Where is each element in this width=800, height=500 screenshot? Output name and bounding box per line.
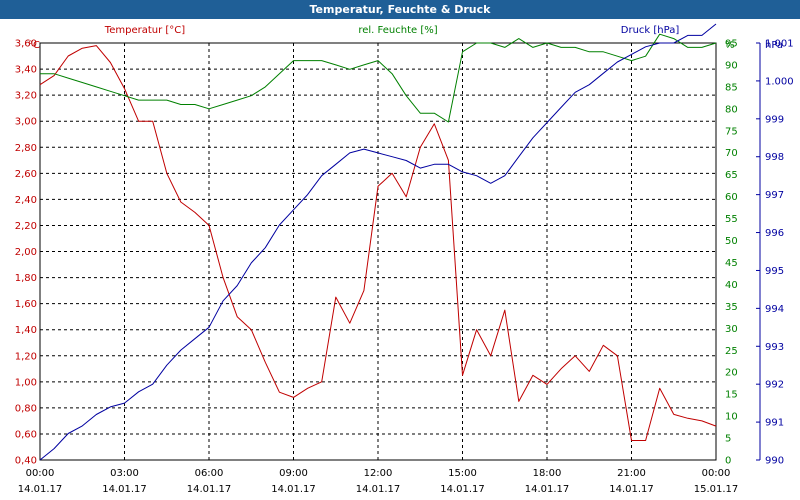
axis-middle-tick-label: 30 [725, 324, 738, 335]
x-tick-time: 15:00 [448, 468, 477, 479]
axis-middle-tick-label: 35 [725, 302, 738, 313]
x-tick-time: 00:00 [702, 468, 731, 479]
axis-middle-tick-label: 90 [725, 60, 738, 71]
series-humidity-line [40, 33, 717, 123]
axis-middle-tick-label: 60 [725, 192, 738, 203]
axis-right-tick-label: 991 [765, 418, 784, 429]
legend-pressure: Druck [hPa] [621, 25, 680, 36]
grid [40, 43, 716, 460]
axis-left-tick-label: 3,40 [15, 65, 37, 76]
axis-middle-tick-label: 95 [725, 39, 738, 50]
axis-left-tick-label: 0,40 [15, 456, 37, 467]
axis-middle-tick-label: 20 [725, 368, 738, 379]
x-axis: 00:00 14.01.17 03:00 14.01.17 06:00 14.01.17 0… [18, 468, 739, 495]
axis-right-tick-label: 994 [765, 304, 784, 315]
axis-middle: % 0 5 10 15 20 25 30 35 40 45 50 55 60 65 70 75 80 85 90 95 [725, 39, 738, 467]
x-tick-date: 14.01.17 [525, 484, 570, 495]
axis-right: hPa 990 991 992 993 994 995 996 997 998 999 1.000 1… [756, 39, 794, 467]
axis-middle-tick-label: 45 [725, 258, 738, 269]
axis-middle-tick-label: 0 [725, 456, 731, 467]
window-title: Temperatur, Feuchte & Druck [0, 0, 800, 19]
axis-middle-tick-label: 75 [725, 126, 738, 137]
x-tick-date: 14.01.17 [440, 484, 485, 495]
x-tick-date: 14.01.17 [187, 484, 232, 495]
axis-middle-tick-label: 25 [725, 346, 738, 357]
x-tick-time: 03:00 [110, 468, 139, 479]
axis-left-tick-label: 3,20 [15, 91, 37, 102]
x-tick-time: 09:00 [279, 468, 308, 479]
x-tick-date: 14.01.17 [356, 484, 401, 495]
axis-middle-tick-label: 40 [725, 280, 738, 291]
axis-left-tick-label: 1,80 [15, 273, 37, 284]
axis-left-tick-label: 1,00 [15, 377, 37, 388]
axis-right-unit: hPa [765, 40, 783, 51]
axis-left-tick-label: 2,00 [15, 247, 37, 258]
axis-left-tick-label: 1,40 [15, 325, 37, 336]
axis-middle-tick-label: 70 [725, 148, 738, 159]
axis-middle-tick-label: 85 [725, 82, 738, 93]
axis-left-tick-label: 3,60 [15, 39, 37, 50]
axis-right-tick-label: 1.000 [765, 76, 794, 87]
series-pressure-line [39, 23, 717, 461]
axis-left-tick-label: 2,20 [15, 221, 37, 232]
axis-middle-tick-label: 80 [725, 104, 738, 115]
axis-right-tick-label: 997 [765, 190, 784, 201]
axis-right-tick-label: 1.001 [765, 39, 794, 50]
axis-right-tick-label: 996 [765, 228, 784, 239]
axis-middle-tick-label: 55 [725, 214, 738, 225]
chart: °C 0,40 0,60 0,80 1,00 1,20 1,40 1,60 1,80 2,00 2… [15, 23, 794, 495]
x-tick-time: 12:00 [364, 468, 393, 479]
axis-right-tick-label: 995 [765, 266, 784, 277]
axis-left-tick-label: 1,20 [15, 351, 37, 362]
axis-left-tick-label: 1,60 [15, 299, 37, 310]
axis-left-unit: °C [28, 40, 40, 51]
axis-middle-tick-label: 10 [725, 412, 738, 423]
axis-left-tick-label: 2,40 [15, 195, 37, 206]
x-tick-time: 00:00 [26, 468, 55, 479]
axis-middle-tick-label: 15 [725, 390, 738, 401]
legend: Temperatur [°C] rel. Feuchte [%] Druck [… [104, 25, 680, 36]
x-tick-date: 14.01.17 [609, 484, 654, 495]
axis-middle-tick-label: 5 [725, 434, 731, 445]
axis-left-tick-label: 3,00 [15, 117, 37, 128]
axis-left-tick-label: 2,80 [15, 143, 37, 154]
legend-temperature: Temperatur [°C] [104, 25, 185, 36]
series-layer [39, 23, 717, 461]
axis-left-tick-label: 0,60 [15, 429, 37, 440]
axis-middle-tick-label: 50 [725, 236, 738, 247]
x-tick-date: 15.01.17 [694, 484, 739, 495]
x-tick-time: 06:00 [195, 468, 224, 479]
axis-right-tick-label: 999 [765, 114, 784, 125]
axis-right-tick-label: 998 [765, 152, 784, 163]
axis-left-tick-label: 0,80 [15, 403, 37, 414]
x-tick-date: 14.01.17 [271, 484, 316, 495]
x-tick-date: 14.01.17 [102, 484, 147, 495]
axis-middle-unit: % [725, 40, 735, 51]
axis-middle-tick-label: 65 [725, 170, 738, 181]
x-tick-date: 14.01.17 [18, 484, 63, 495]
axis-left-tick-label: 2,60 [15, 169, 37, 180]
axis-right-tick-label: 993 [765, 342, 784, 353]
axis-left: °C 0,40 0,60 0,80 1,00 1,20 1,40 1,60 1,80 2,00 2… [15, 39, 40, 467]
legend-humidity: rel. Feuchte [%] [358, 25, 437, 36]
x-tick-time: 18:00 [533, 468, 562, 479]
x-tick-time: 21:00 [617, 468, 646, 479]
series-temperature-line [39, 45, 717, 441]
axis-right-tick-label: 990 [765, 456, 784, 467]
axis-right-tick-label: 992 [765, 380, 784, 391]
